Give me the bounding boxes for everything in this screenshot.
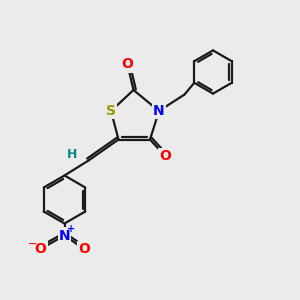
Text: −: − [28,238,38,249]
Text: O: O [159,149,171,163]
Text: +: + [67,224,75,235]
Text: S: S [106,104,116,118]
Text: H: H [67,148,77,161]
Text: O: O [78,242,90,256]
Text: N: N [153,104,165,118]
Text: O: O [122,58,134,71]
Text: O: O [34,242,46,256]
Text: N: N [59,229,70,242]
